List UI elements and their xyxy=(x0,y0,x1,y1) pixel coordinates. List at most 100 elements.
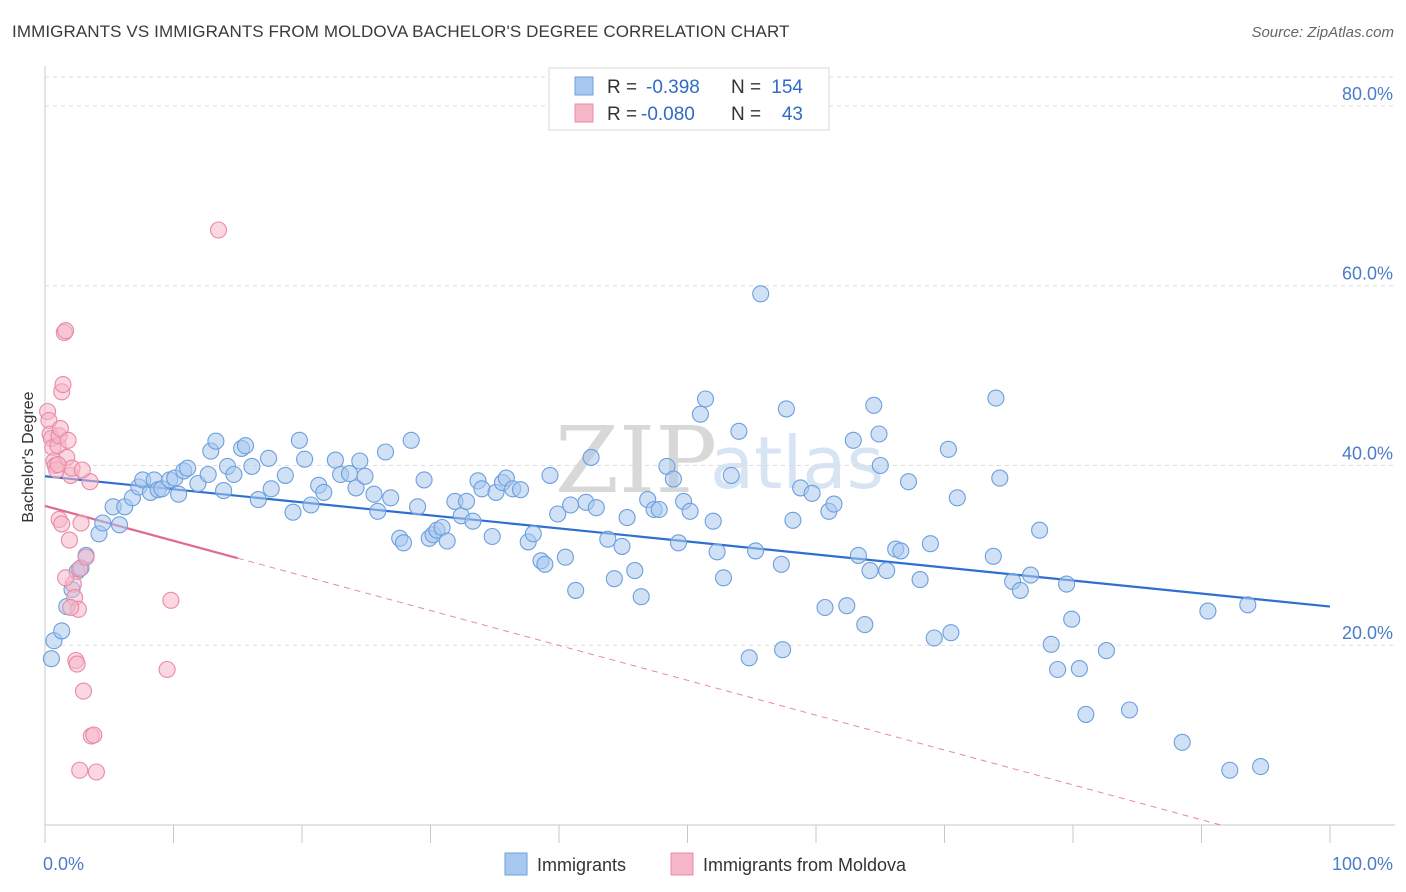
legend-n-label: N = xyxy=(731,77,761,98)
point-immigrants xyxy=(816,598,834,617)
series-immigrants xyxy=(42,285,1270,779)
point-immigrants xyxy=(347,479,365,497)
point-immigrants xyxy=(296,450,314,468)
point-immigrants xyxy=(549,505,567,523)
point-immigrants xyxy=(290,431,308,449)
point-moldova xyxy=(158,660,176,679)
point-immigrants xyxy=(899,473,918,491)
point-immigrants xyxy=(464,512,482,530)
point-immigrants xyxy=(752,285,770,303)
point-immigrants xyxy=(740,649,758,667)
point-immigrants xyxy=(784,511,802,529)
point-immigrants xyxy=(382,489,400,507)
point-immigrants xyxy=(704,512,722,530)
point-immigrants xyxy=(302,496,320,514)
data-points xyxy=(39,221,1270,781)
point-immigrants xyxy=(599,530,617,548)
point-immigrants xyxy=(260,449,278,467)
point-immigrants xyxy=(1120,701,1139,719)
point-immigrants xyxy=(536,555,554,573)
point-immigrants xyxy=(562,496,580,514)
point-immigrants xyxy=(243,457,261,475)
stats-legend: R = -0.398 N = 154 R = -0.080 N = 43 xyxy=(548,67,830,131)
point-immigrants xyxy=(582,448,600,466)
legend-n-value: 43 xyxy=(782,104,803,125)
legend-n-label: N = xyxy=(731,104,761,125)
trendline-moldova-dashed xyxy=(237,557,1221,826)
point-immigrants xyxy=(991,469,1009,487)
point-immigrants xyxy=(262,480,280,498)
point-immigrants xyxy=(1097,642,1115,660)
point-immigrants xyxy=(249,491,267,509)
chart-title: IMMIGRANTS VS IMMIGRANTS FROM MOLDOVA BA… xyxy=(12,22,790,41)
point-immigrants xyxy=(1077,705,1095,723)
gridlines xyxy=(45,76,1395,646)
legend-r-value: -0.080 xyxy=(641,104,695,125)
point-immigrants xyxy=(94,514,112,532)
point-immigrants xyxy=(925,629,943,647)
point-immigrants xyxy=(541,466,559,484)
point-immigrants xyxy=(942,624,960,642)
point-immigrants xyxy=(284,503,302,521)
point-moldova xyxy=(68,655,86,673)
point-immigrants xyxy=(1058,575,1076,593)
legend-r-label: R = xyxy=(607,104,637,125)
point-immigrants xyxy=(326,451,344,469)
point-immigrants xyxy=(618,509,636,527)
point-immigrants xyxy=(650,500,668,519)
point-immigrants xyxy=(524,525,542,543)
point-immigrants xyxy=(394,534,413,552)
y-tick-label: 20.0% xyxy=(1342,623,1393,643)
bottom-legend-label-immigrants: Immigrants xyxy=(537,855,626,875)
y-tick-label: 60.0% xyxy=(1342,264,1393,284)
bottom-legend-label-moldova: Immigrants from Moldova xyxy=(703,855,907,875)
point-immigrants xyxy=(865,396,883,414)
bottom-legend: Immigrants Immigrants from Moldova xyxy=(504,852,907,876)
point-moldova xyxy=(62,598,80,617)
point-immigrants xyxy=(369,502,387,520)
point-immigrants xyxy=(1221,761,1239,779)
point-immigrants xyxy=(1252,758,1270,776)
point-immigrants xyxy=(861,562,879,580)
point-immigrants xyxy=(774,641,792,659)
point-immigrants xyxy=(730,422,748,440)
legend-swatch-moldova xyxy=(574,103,594,123)
point-immigrants xyxy=(777,400,795,418)
point-moldova xyxy=(49,456,67,474)
point-immigrants xyxy=(871,456,889,475)
point-immigrants xyxy=(1011,581,1029,599)
point-immigrants xyxy=(587,499,605,517)
point-immigrants xyxy=(567,581,585,599)
point-immigrants xyxy=(110,516,129,534)
point-immigrants xyxy=(199,465,217,484)
point-immigrants xyxy=(1239,596,1257,614)
point-immigrants xyxy=(911,571,929,589)
point-immigrants xyxy=(1031,521,1049,539)
point-immigrants xyxy=(215,482,233,500)
source-credit: Source: ZipAtlas.com xyxy=(1251,24,1394,41)
point-moldova xyxy=(162,591,180,609)
point-moldova xyxy=(57,322,75,340)
point-immigrants xyxy=(772,555,790,573)
x-tick-label: 100.0% xyxy=(1332,854,1393,874)
point-immigrants xyxy=(838,597,856,615)
point-moldova xyxy=(72,514,90,532)
point-moldova xyxy=(74,682,93,700)
point-immigrants xyxy=(632,588,650,606)
point-immigrants xyxy=(356,467,374,485)
point-moldova xyxy=(77,548,95,566)
point-immigrants xyxy=(681,502,699,520)
point-immigrants xyxy=(42,650,60,668)
point-immigrants xyxy=(179,459,197,477)
point-immigrants xyxy=(664,470,682,488)
point-moldova xyxy=(71,761,89,779)
point-immigrants xyxy=(708,543,726,561)
point-immigrants xyxy=(415,471,433,489)
point-immigrants xyxy=(1049,660,1067,679)
point-immigrants xyxy=(892,542,910,560)
bottom-legend-swatch-immigrants xyxy=(504,852,528,876)
y-tick-labels: 20.0% 40.0% 60.0% 80.0% xyxy=(1342,84,1393,643)
point-immigrants xyxy=(669,534,688,552)
series-moldova xyxy=(39,221,228,781)
